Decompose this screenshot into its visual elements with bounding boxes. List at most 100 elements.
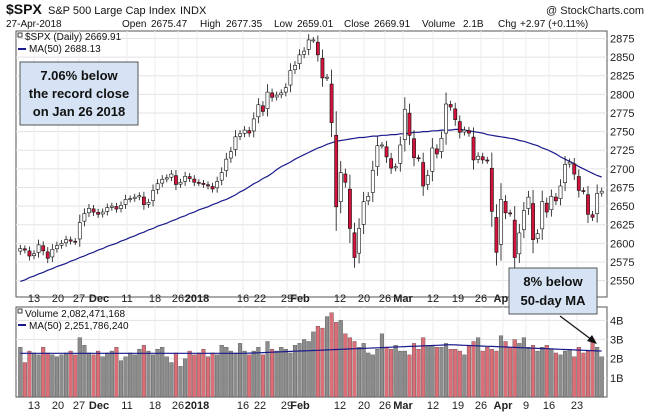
volume-bar (31, 352, 37, 398)
volume-bar (526, 347, 531, 398)
volume-bar (247, 354, 252, 398)
volume-bar (59, 354, 64, 398)
candle-body (210, 186, 215, 190)
volume-bar (553, 352, 558, 398)
volume-label: Volume (422, 19, 456, 30)
candle-body (334, 134, 339, 208)
volume-bar (251, 350, 256, 398)
watermark: @ StockCharts.com (546, 5, 644, 17)
x-axis-label: 11 (121, 400, 132, 412)
candle-body (540, 201, 545, 230)
x-axis-label: 11 (121, 293, 132, 305)
volume-bar (105, 352, 110, 398)
candle-body (398, 144, 403, 164)
volume-tick-label: 3B (610, 335, 623, 347)
volume-bar (402, 350, 407, 398)
volume-bar (329, 312, 334, 398)
candle-body (77, 222, 82, 240)
volume-bar (219, 345, 224, 398)
candle-body (196, 182, 201, 184)
volume-bars (18, 312, 604, 398)
volume-bar (389, 348, 394, 398)
candle-body (526, 196, 531, 209)
x-axis-label: 20 (52, 400, 64, 412)
price-tick-label: 2800 (610, 89, 634, 101)
volume-bar (192, 354, 197, 398)
volume-bar (132, 354, 137, 398)
price-tick-label: 2550 (610, 276, 634, 288)
volume-bar (567, 348, 572, 398)
x-axis-label: 2018 (185, 400, 209, 412)
exchange: INDX (180, 5, 207, 17)
volume-bar (160, 347, 165, 398)
volume-bar (210, 352, 215, 398)
candle-body (109, 205, 114, 208)
candle-body (448, 104, 453, 108)
volume-bar (595, 347, 600, 398)
ohlc-high-label: High (200, 19, 221, 30)
volume-bar (324, 316, 330, 398)
price-tick-labels: 2550 2575 2600 2625 2650 2675 2700 2725 2750 2775… (610, 33, 634, 287)
volume-tick-label: 1B (610, 373, 623, 385)
volume-bar (512, 339, 517, 398)
volume-bar (361, 343, 366, 398)
x-axis-label: 26 (475, 293, 487, 305)
volume-bar (128, 352, 133, 398)
volume-legend-ma: MA(50) 2,251,786,240 (29, 321, 129, 332)
x-axis-label: 27 (73, 293, 85, 305)
volume-legend-series: Volume 2,082,471,168 (25, 309, 126, 320)
candle-body (82, 213, 87, 222)
volume-bar (544, 345, 549, 398)
x-axis-label: 16 (237, 293, 249, 305)
candle-body (68, 239, 73, 242)
volume-bar (421, 337, 426, 398)
candle-body (402, 108, 407, 140)
candle-body (306, 39, 311, 50)
candle-body (329, 83, 334, 123)
volume-bar (494, 350, 499, 398)
candle-body (563, 164, 567, 184)
volume-bar (370, 354, 375, 398)
volume-bar (489, 348, 494, 398)
volume-bar (563, 350, 568, 398)
candle-body (178, 181, 183, 185)
volume-bar (352, 341, 357, 398)
volume-bar (535, 350, 540, 398)
callout-left-line-3: on Jan 26 2018 (33, 104, 126, 119)
price-series-swatch (17, 32, 23, 38)
volume-bar (205, 356, 211, 398)
ohlc-open-label: Open (122, 19, 146, 30)
change-label: Chg (498, 19, 516, 30)
x-axis-label: 16 (237, 400, 249, 412)
candle-body (164, 177, 169, 180)
symbol: $SPX (6, 1, 42, 17)
callout-arrow-head (587, 335, 597, 344)
volume-bar (434, 347, 439, 398)
price-tick-label: 2875 (610, 33, 634, 45)
candle-body (228, 151, 233, 159)
candle-body (100, 211, 105, 215)
candle-body (251, 118, 256, 132)
candle-body (265, 91, 270, 109)
candle-body (439, 137, 444, 152)
candle-body (293, 64, 297, 71)
volume-bar (164, 356, 169, 398)
candle-body (64, 239, 68, 244)
x-axis-label: Apr (494, 400, 514, 412)
ohlc-close: 2669.91 (374, 19, 411, 30)
callout-right-line-1: 8% below (523, 274, 583, 289)
volume-bar (288, 352, 293, 398)
volume-bar (109, 350, 114, 398)
price-tick-label: 2700 (610, 164, 634, 176)
volume-bar (379, 333, 384, 398)
candle-body (590, 214, 595, 218)
x-axis-label: 26 (475, 400, 487, 412)
candle-body (55, 245, 59, 250)
volume-tick-labels: 1B 2B 3B 4B (610, 315, 623, 384)
volume-bar (196, 352, 201, 398)
price-tick-label: 2825 (610, 71, 634, 83)
volume-bar (45, 352, 50, 398)
index-name: S&P 500 Large Cap Index (48, 5, 176, 17)
candle-body (270, 92, 274, 98)
candle-body (595, 193, 600, 214)
